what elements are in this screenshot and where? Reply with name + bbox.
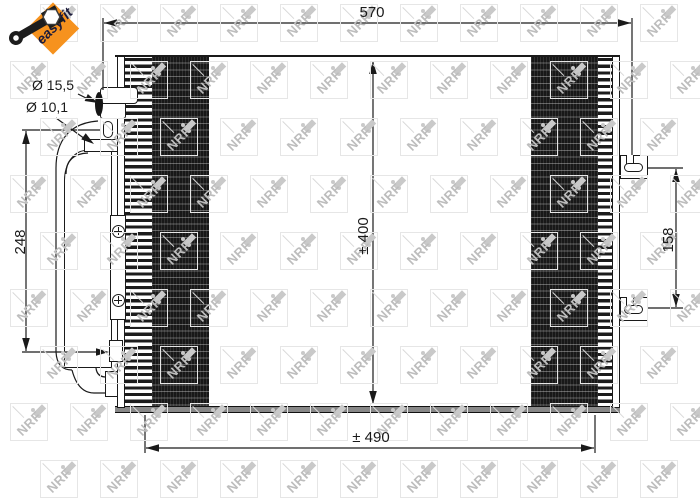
arrowheads (22, 19, 680, 452)
label-port-diameter-small: Ø 10,1 (26, 99, 69, 115)
arrowhead (104, 19, 117, 27)
label-port-diameter-large: Ø 15,5 (32, 77, 75, 93)
arrowhead (22, 338, 30, 351)
wrench-ring-hole (13, 35, 19, 41)
dimension-lines-layer (22, 18, 683, 453)
drier-inner-arc (65, 152, 89, 175)
dim-label-490: ± 490 (352, 429, 390, 446)
pipe-flange (105, 371, 118, 397)
arrowhead (672, 169, 680, 182)
pipe-elbow-inner (95, 367, 107, 378)
arrowhead (369, 61, 377, 74)
condenser-top-edge (115, 55, 620, 57)
dim-label-400: ± 400 (355, 217, 372, 255)
screw-icon (112, 294, 125, 307)
pipe-elbow-outer (71, 369, 106, 394)
arrowhead (369, 391, 377, 404)
arrowhead (22, 131, 30, 144)
bracket-slot-hole (624, 305, 643, 314)
arrowhead (146, 444, 159, 452)
dim-label-158: 158 (660, 227, 677, 253)
easyfit-badge: easyfit (9, 2, 80, 55)
condenser-bottom-edge (115, 406, 620, 413)
nut-icon (42, 8, 61, 26)
pipe-left-run (55, 120, 99, 371)
arrowhead (96, 348, 109, 356)
screw-icon (112, 225, 125, 238)
port-15mm (95, 92, 103, 116)
arrowhead (618, 19, 631, 27)
arrowhead (84, 94, 98, 103)
bracket-slot-hole (624, 163, 643, 172)
arrowhead (581, 444, 594, 452)
dim-label-248: 248 (12, 229, 29, 255)
arrowhead (81, 133, 94, 144)
dim-label-570: 570 (359, 4, 385, 21)
leader-port-small (55, 117, 86, 140)
arrowhead (672, 294, 680, 307)
